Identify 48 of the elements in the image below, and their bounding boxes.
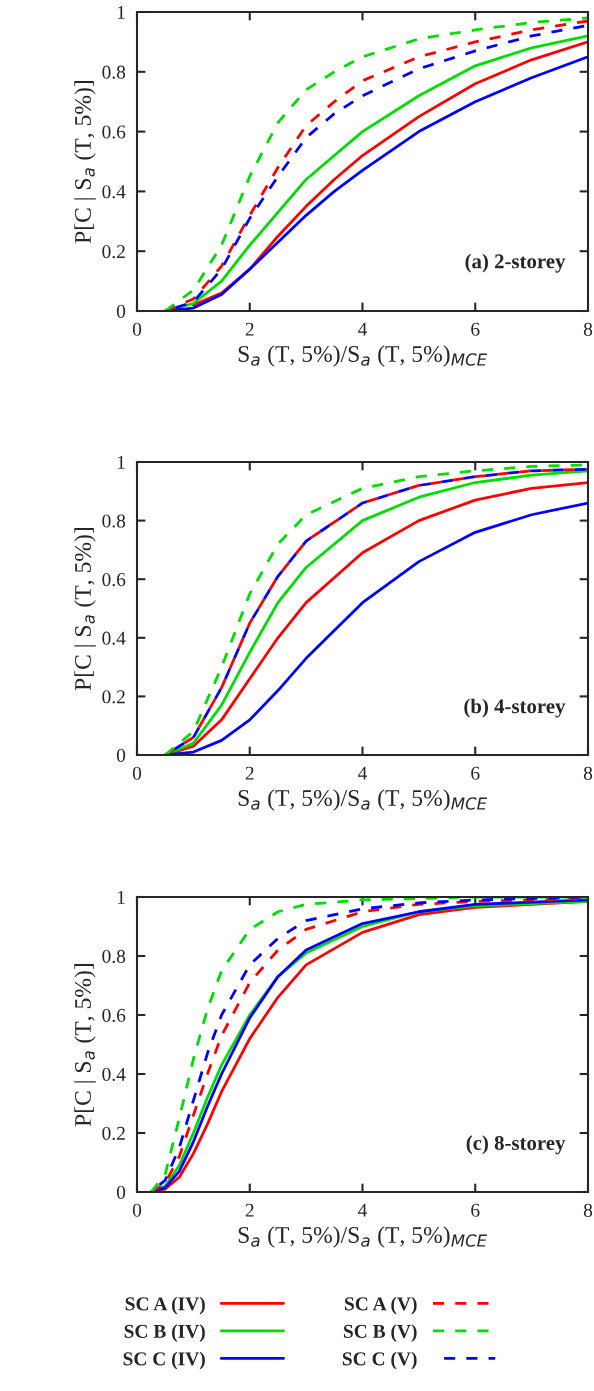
- y-tick-label: 1: [117, 455, 125, 469]
- annotation: (b) 4-storey: [464, 698, 566, 718]
- y-tick-label: 0: [116, 304, 126, 318]
- legend-label: SC B (IV): [124, 1324, 205, 1342]
- y-tick-label: 0.6: [102, 573, 126, 587]
- x-tick-label: 8: [583, 766, 593, 780]
- y-axis-title: P[C | S$_{a}$ (T, 5%)]: [74, 528, 96, 691]
- y-axis-title: P[C | S$_{a}$ (T, 5%)]: [74, 964, 96, 1127]
- y-tick-label: 0.8: [102, 65, 126, 79]
- x-tick-label: 8: [583, 322, 593, 336]
- y-tick-label: 1: [117, 5, 125, 19]
- y-tick-label: 0.2: [102, 245, 125, 259]
- annotation: (a) 2-storey: [465, 253, 566, 273]
- y-tick-label: 0.4: [102, 631, 126, 645]
- x-tick-label: 0: [132, 1203, 142, 1217]
- y-tick-label: 0.8: [102, 514, 126, 528]
- x-tick-label: 0: [132, 766, 142, 780]
- x-tick-label: 4: [358, 766, 368, 780]
- x-tick-label: 8: [583, 1203, 593, 1217]
- y-tick-label: 0.8: [102, 949, 126, 964]
- y-tick-label: 0.4: [102, 185, 126, 199]
- x-tick-label: 6: [471, 1203, 480, 1217]
- legend-label: SC C (IV): [123, 1351, 205, 1370]
- legend-label: SC A (V): [345, 1296, 417, 1315]
- x-tick-label: 6: [471, 766, 480, 780]
- x-axis-title: S$_{a}$ (T, 5%)/S$_{a}$ (T, 5%)$_{MCE}$: [238, 789, 488, 811]
- x-tick-label: 0: [132, 322, 142, 336]
- y-tick-label: 0.2: [102, 1126, 125, 1141]
- annotation: (c) 8-storey: [466, 1135, 566, 1155]
- y-tick-label: 0.6: [102, 1008, 126, 1023]
- y-tick-label: 0.2: [102, 690, 125, 704]
- x-axis-title: S$_{a}$ (T, 5%)/S$_{a}$ (T, 5%)$_{MCE}$: [238, 1226, 488, 1248]
- legend-label: SC B (V): [343, 1324, 417, 1342]
- x-tick-label: 2: [245, 322, 254, 336]
- legend-label: SC C (V): [342, 1351, 417, 1370]
- y-tick-label: 0: [116, 1185, 126, 1199]
- y-tick-label: 0.4: [102, 1067, 126, 1082]
- x-axis-title: S$_{a}$ (T, 5%)/S$_{a}$ (T, 5%)$_{MCE}$: [238, 345, 488, 367]
- x-tick-label: 4: [358, 322, 368, 336]
- x-tick-label: 4: [358, 1203, 368, 1217]
- y-tick-label: 0.6: [102, 125, 126, 139]
- x-tick-label: 2: [245, 1203, 254, 1217]
- x-tick-label: 6: [471, 322, 480, 336]
- legend-label: SC A (IV): [125, 1296, 205, 1315]
- y-axis-title: P[C | S$_{a}$ (T, 5%)]: [74, 81, 96, 244]
- x-tick-label: 2: [245, 766, 254, 780]
- y-tick-label: 1: [117, 890, 125, 904]
- y-tick-label: 0: [116, 748, 126, 762]
